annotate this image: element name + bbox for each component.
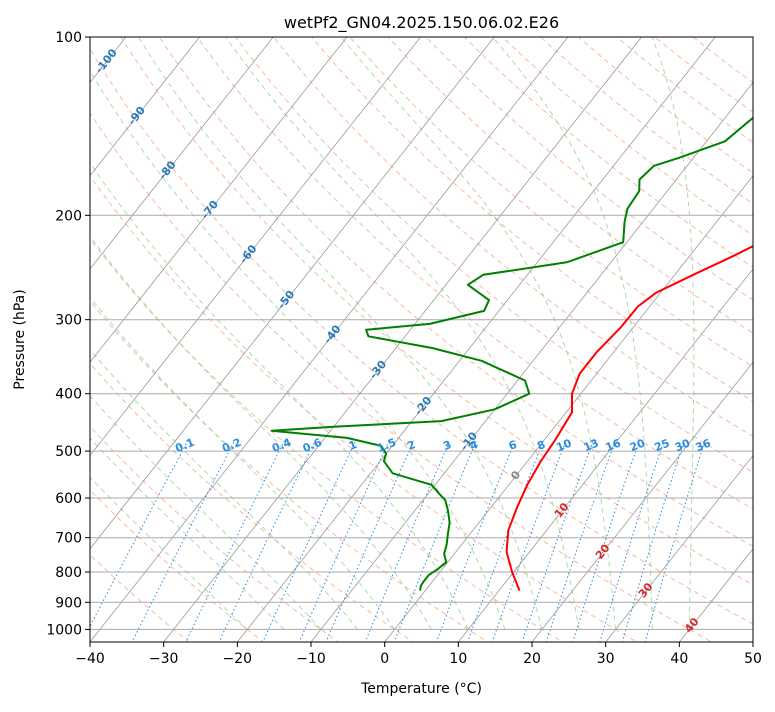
x-axis-label: Temperature (°C) [360, 681, 482, 697]
y-axis-label: Pressure (hPa) [12, 289, 28, 389]
y-tick-label: 900 [55, 595, 82, 611]
y-tick-label: 400 [55, 387, 82, 403]
y-tick-label: 500 [55, 444, 82, 460]
x-tick-label: 10 [449, 651, 467, 667]
chart-title: wetPf2_GN04.2025.150.06.02.E26 [284, 13, 559, 33]
x-tick-label: 40 [670, 651, 688, 667]
y-tick-label: 600 [55, 491, 82, 507]
y-tick-label: 700 [55, 531, 82, 547]
y-tick-label: 300 [55, 313, 82, 329]
x-tick-label: −40 [75, 651, 105, 667]
y-tick-label: 200 [55, 208, 82, 224]
x-tick-label: 0 [380, 651, 389, 667]
y-tick-label: 800 [55, 565, 82, 581]
x-tick-label: −30 [149, 651, 179, 667]
x-tick-label: 50 [744, 651, 762, 667]
x-tick-label: 20 [523, 651, 541, 667]
x-tick-label: −10 [296, 651, 326, 667]
y-tick-label: 1000 [46, 622, 82, 638]
y-tick-label: 100 [55, 30, 82, 46]
x-tick-label: 30 [597, 651, 615, 667]
x-tick-label: −20 [223, 651, 253, 667]
